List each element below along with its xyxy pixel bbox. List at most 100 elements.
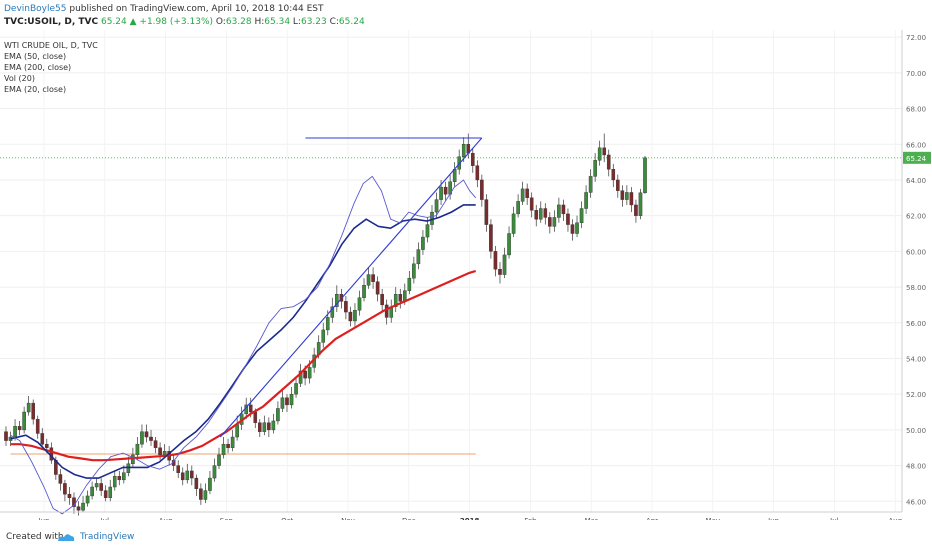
candle-body <box>203 490 208 500</box>
candle-body <box>122 472 126 481</box>
candle-body <box>230 436 235 448</box>
tradingview-brand[interactable]: TradingView <box>80 532 135 542</box>
candle-body <box>516 201 520 215</box>
legend-vol[interactable]: Vol (20) <box>4 74 35 83</box>
candle-body <box>135 443 140 456</box>
candle-body <box>217 454 221 466</box>
candle-body <box>520 188 525 202</box>
candle-body <box>525 188 529 199</box>
candle-body <box>294 383 298 395</box>
chart-header: DevinBoyle55 published on TradingView.co… <box>0 0 932 30</box>
candle-body <box>384 304 389 318</box>
candle-body <box>271 420 276 431</box>
candle-body <box>153 440 158 448</box>
candle-body <box>489 224 493 252</box>
candle-body <box>353 310 357 322</box>
author-link[interactable]: DevinBoyle55 <box>4 4 67 14</box>
candle-body <box>126 463 131 473</box>
candle-body <box>63 483 67 495</box>
y-tick-label: 52.00 <box>906 391 926 399</box>
x-tick-label: Jun <box>38 517 50 520</box>
candle-body <box>534 210 539 220</box>
candle-body <box>131 454 135 465</box>
y-tick-label: 54.00 <box>906 355 926 363</box>
candle-body <box>298 370 303 384</box>
y-tick-label: 70.00 <box>906 70 926 78</box>
candle-body <box>412 263 416 279</box>
candle-body <box>561 204 566 215</box>
price-chart[interactable]: 72.00 70.00 68.00 66.00 64.00 62.00 60.00 58.00… <box>0 30 932 520</box>
publish-line: DevinBoyle55 published on TradingView.co… <box>4 3 324 15</box>
candle-body <box>85 495 90 504</box>
candle-body <box>13 426 17 438</box>
low-label: L: <box>290 17 301 27</box>
symbol-label: TVC:USOIL, D, TVC <box>4 17 99 27</box>
candle-body <box>140 431 144 445</box>
candle-body <box>529 197 534 211</box>
candle-body <box>588 176 593 193</box>
candle-body <box>248 404 253 413</box>
y-tick-label: 66.00 <box>906 141 926 149</box>
ohlc-line: TVC:USOIL, D, TVC 65.24 ▲ +1.98 (+3.13%)… <box>4 16 365 28</box>
candle-body <box>199 488 203 500</box>
axes: 72.00 70.00 68.00 66.00 64.00 62.00 60.00 58.00… <box>0 30 931 520</box>
candle-body <box>31 402 35 420</box>
candle-body <box>470 152 475 166</box>
indicator-legend: WTI CRUDE OIL, D, TVC EMA (50, close) EM… <box>4 40 98 95</box>
candle-body <box>597 147 602 161</box>
x-tick-label: 2018 <box>460 517 480 520</box>
y-tick-label: 56.00 <box>906 320 926 328</box>
candle-body <box>22 411 26 431</box>
candle-body <box>303 370 307 379</box>
candle-body <box>543 208 548 218</box>
candle-body <box>407 277 412 291</box>
candle-body <box>226 443 230 448</box>
candle-body <box>511 213 516 234</box>
candle-body <box>26 402 31 413</box>
x-tick-label: Nov <box>341 517 355 520</box>
x-tick-label: Jun <box>767 517 779 520</box>
candle-body <box>362 285 366 298</box>
candle-body <box>475 165 480 181</box>
candle-body <box>398 294 403 302</box>
candle-body <box>557 204 561 218</box>
candle-body <box>606 154 611 170</box>
y-tick-label: 62.00 <box>906 213 926 221</box>
legend-ema20[interactable]: EMA (20, close) <box>4 85 67 94</box>
candle-body <box>502 254 507 275</box>
tradingview-logo-icon[interactable] <box>56 531 76 545</box>
candle-body <box>393 294 398 307</box>
candle-body <box>307 367 312 379</box>
candle-body <box>348 311 353 322</box>
candle-body <box>180 472 185 481</box>
open-value: 63.28 <box>225 17 252 27</box>
close-value: 65.24 <box>338 17 365 27</box>
candle-body <box>643 157 647 194</box>
x-tick-label: Mar <box>585 517 598 520</box>
candle-body <box>190 470 194 479</box>
candle-body <box>149 436 153 441</box>
legend-ema200[interactable]: EMA (200, close) <box>4 63 72 72</box>
candle-body <box>321 329 326 343</box>
candle-body <box>325 317 330 331</box>
candle-body <box>634 204 638 216</box>
candlesticks <box>4 133 647 516</box>
candle-body <box>421 236 425 250</box>
last-price: 65.24 <box>98 17 127 27</box>
candle-body <box>117 476 122 481</box>
ema50-line <box>10 204 476 479</box>
candle-body <box>344 301 348 313</box>
candle-body <box>434 199 439 213</box>
candle-body <box>480 179 484 200</box>
y-tick-label: 46.00 <box>906 498 926 506</box>
x-tick-label: Jul <box>100 517 110 520</box>
legend-title[interactable]: WTI CRUDE OIL, D, TVC <box>4 41 98 50</box>
trend-lines[interactable] <box>219 137 483 438</box>
candle-body <box>4 431 8 441</box>
candle-body <box>493 251 498 270</box>
candle-body <box>276 408 280 422</box>
legend-ema50[interactable]: EMA (50, close) <box>4 52 67 61</box>
candle-body <box>439 186 443 200</box>
candle-body <box>375 281 380 295</box>
candle-body <box>158 447 162 456</box>
